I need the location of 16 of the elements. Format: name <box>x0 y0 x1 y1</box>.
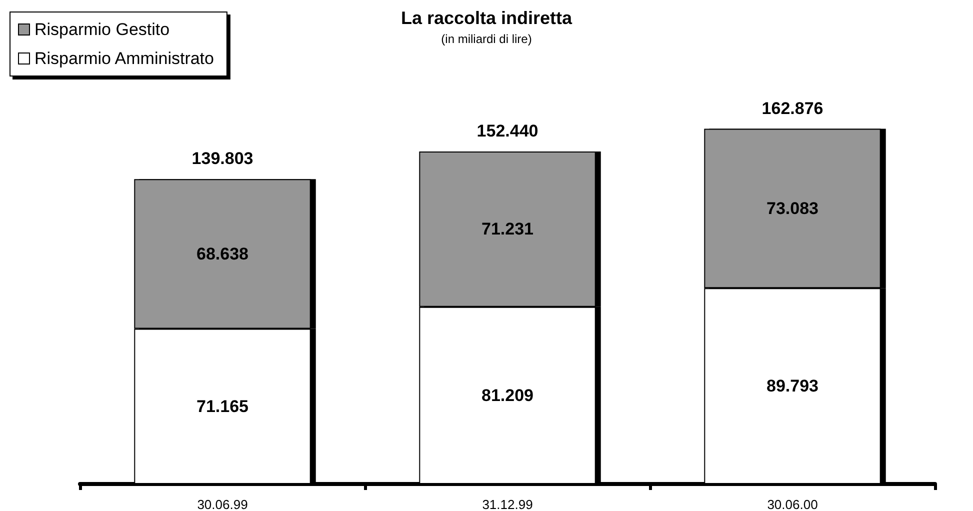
chart-title: La raccolta indiretta <box>400 8 574 28</box>
data-label: 71.165 <box>196 396 248 416</box>
data-label: 71.231 <box>482 220 534 239</box>
data-label: 68.638 <box>196 244 248 264</box>
legend-label: Risparmio Gestito <box>34 20 170 39</box>
legend-label: Risparmio Amministrato <box>34 49 214 68</box>
x-tick-label: 30.06.00 <box>767 497 818 511</box>
total-label: 162.876 <box>762 98 824 118</box>
total-label: 139.803 <box>192 149 254 168</box>
data-label: 81.209 <box>482 386 534 405</box>
x-tick-label: 30.06.99 <box>197 497 248 511</box>
data-label: 73.083 <box>766 198 818 218</box>
chart-subtitle: (in miliardi di lire) <box>441 32 532 46</box>
x-tick-label: 31.12.99 <box>482 497 533 511</box>
data-label: 89.793 <box>766 376 818 396</box>
total-label: 152.440 <box>476 122 538 141</box>
